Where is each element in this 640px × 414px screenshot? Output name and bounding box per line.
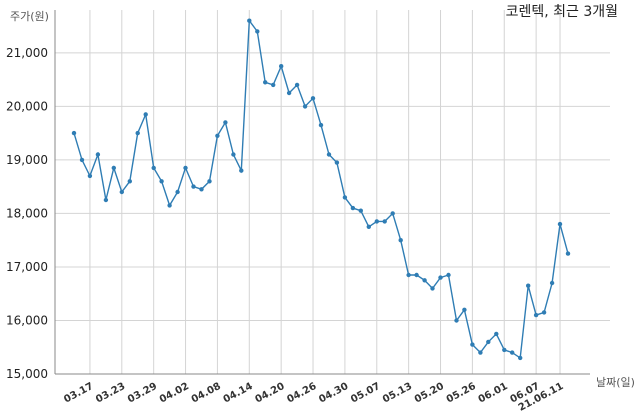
y-tick-label: 17,000 <box>6 260 48 274</box>
data-point <box>462 307 467 312</box>
data-point <box>446 272 451 278</box>
x-tick-label: 05.07 <box>349 381 382 406</box>
x-tick-label: 04.30 <box>317 381 350 406</box>
data-point <box>533 312 539 318</box>
data-point <box>279 63 284 69</box>
data-point <box>510 350 515 355</box>
data-point <box>127 179 132 184</box>
data-point <box>502 347 507 353</box>
data-point <box>310 96 316 101</box>
data-point <box>159 179 164 184</box>
data-point <box>358 208 363 213</box>
data-point <box>350 205 356 211</box>
data-point <box>302 104 308 109</box>
data-point <box>223 120 228 125</box>
data-point <box>87 173 93 179</box>
data-point <box>326 152 332 157</box>
data-point <box>263 80 268 85</box>
x-tick-label: 05.20 <box>413 381 446 406</box>
x-tick-label: 03.17 <box>62 381 95 406</box>
series-line <box>73 18 569 360</box>
y-tick-label: 21,000 <box>6 46 48 60</box>
x-tick-label: 04.20 <box>253 381 286 406</box>
x-tick-label: 04.14 <box>222 381 255 406</box>
axes <box>54 10 590 375</box>
data-point <box>111 165 117 171</box>
grid-lines <box>55 10 610 374</box>
data-point <box>382 219 387 224</box>
y-tick-labels: 15,000 16,000 17,000 18,000 19,000 20,000 21,0… <box>6 46 48 381</box>
x-tick-label: 04.08 <box>190 381 223 406</box>
x-tick-label: 04.26 <box>285 381 318 406</box>
x-tick-label: 05.26 <box>445 381 478 406</box>
data-point <box>430 286 435 291</box>
data-point <box>135 130 140 136</box>
data-point <box>518 355 523 361</box>
data-point <box>143 112 148 117</box>
data-point <box>71 130 77 136</box>
data-point <box>271 82 276 88</box>
x-tick-label: 05.13 <box>381 381 414 406</box>
data-point <box>334 160 340 165</box>
x-tick-labels: 03.1703.2303.2904.0204.0804.1404.2004.26… <box>62 381 565 414</box>
data-point <box>247 18 252 23</box>
x-axis-label: 날짜(일) <box>596 375 635 389</box>
data-point <box>549 280 555 286</box>
data-point <box>95 152 101 157</box>
data-point <box>79 157 85 163</box>
data-point <box>454 318 459 323</box>
data-point <box>390 211 395 216</box>
chart-title: 코렌텍, 최근 3개월 <box>506 4 618 20</box>
y-tick-label: 18,000 <box>6 206 48 220</box>
data-point <box>286 90 292 96</box>
data-point <box>255 29 260 34</box>
y-tick-label: 19,000 <box>6 153 48 167</box>
y-tick-label: 16,000 <box>6 313 48 327</box>
data-point <box>167 203 172 208</box>
data-point <box>175 189 180 195</box>
y-axis-label: 주가(원) <box>10 10 49 23</box>
data-point <box>183 165 188 171</box>
data-point <box>231 152 236 157</box>
data-point <box>318 122 324 128</box>
data-point <box>119 189 125 195</box>
data-point <box>557 221 563 227</box>
data-point <box>239 168 244 173</box>
data-point <box>398 238 403 243</box>
data-point <box>406 272 411 278</box>
x-tick-label: 03.23 <box>94 381 127 406</box>
data-point <box>215 133 220 138</box>
data-point <box>151 165 156 171</box>
y-tick-label: 15,000 <box>6 367 48 381</box>
x-tick-label: 06.01 <box>477 381 510 406</box>
y-tick-label: 20,000 <box>6 99 48 113</box>
data-point <box>374 219 379 224</box>
data-point <box>494 331 499 337</box>
data-point <box>366 224 371 229</box>
data-point <box>438 275 443 280</box>
data-point <box>294 82 300 88</box>
data-point <box>470 342 475 347</box>
price-series <box>71 18 571 361</box>
data-point <box>207 179 212 184</box>
data-point <box>478 350 483 355</box>
data-point <box>541 310 547 315</box>
data-point <box>342 195 348 200</box>
data-point <box>103 197 109 203</box>
data-point <box>422 278 427 283</box>
data-point <box>199 187 204 192</box>
data-point <box>526 283 531 288</box>
data-point <box>565 251 571 256</box>
x-tick-label: 04.02 <box>158 381 191 406</box>
data-point <box>414 272 419 278</box>
data-point <box>486 339 491 345</box>
x-tick-label: 03.29 <box>126 381 159 406</box>
data-point <box>191 184 196 189</box>
